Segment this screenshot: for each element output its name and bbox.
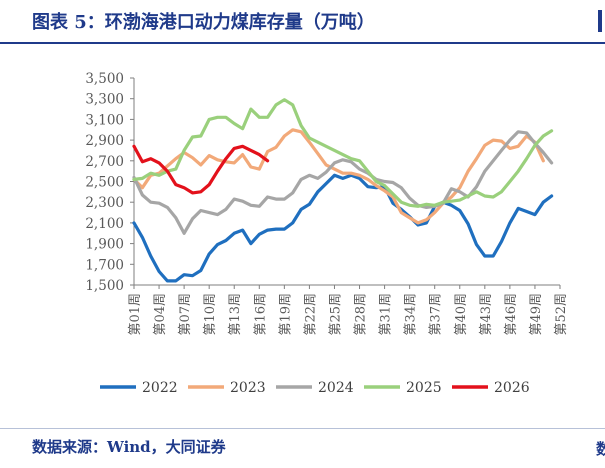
x-tick-label: 第49周 xyxy=(529,293,544,336)
x-tick-label: 第04周 xyxy=(153,293,168,336)
y-tick-label: 2,300 xyxy=(85,195,124,211)
x-tick-label: 第34周 xyxy=(404,293,419,336)
y-tick-label: 2,700 xyxy=(85,154,124,170)
series-line-2022 xyxy=(132,173,554,283)
x-tick-label: 第07周 xyxy=(178,293,193,336)
series-line-2023 xyxy=(132,128,545,225)
x-tick-label: 第37周 xyxy=(429,293,444,336)
y-tick-label: 2,500 xyxy=(85,175,124,191)
footer-divider xyxy=(0,428,605,429)
y-tick-label: 3,500 xyxy=(85,71,124,87)
series-line-2026 xyxy=(132,144,270,195)
legend-label-2024: 2024 xyxy=(318,380,354,396)
legend-label-2022: 2022 xyxy=(142,380,178,396)
y-tick-label: 3,300 xyxy=(85,92,124,108)
chart-title: 图表 5：环渤海港口动力煤库存量（万吨） xyxy=(32,12,375,33)
title-bar: 图表 5：环渤海港口动力煤库存量（万吨） xyxy=(0,0,605,44)
x-tick-label: 第31周 xyxy=(379,293,394,336)
legend-label-2025: 2025 xyxy=(406,380,442,396)
legend-label-2026: 2026 xyxy=(494,380,530,396)
x-tick-label: 第25周 xyxy=(328,293,343,336)
source-note: 数据来源：Wind，大同证券 xyxy=(32,438,226,456)
x-tick-label: 第43周 xyxy=(479,293,494,336)
x-tick-label: 第46周 xyxy=(504,293,519,336)
y-tick-label: 1,700 xyxy=(85,257,124,273)
x-tick-label: 第22周 xyxy=(303,293,318,336)
series-line-2024 xyxy=(132,130,554,235)
legend-label-2023: 2023 xyxy=(230,380,266,396)
line-chart: 1,500 1,700 1,900 2,100 2,300 2,500 2,700 2,900… xyxy=(85,71,569,396)
y-tick-label: 2,100 xyxy=(85,216,124,232)
y-tick-label: 2,900 xyxy=(85,133,124,149)
y-tick-label: 1,500 xyxy=(85,278,124,294)
x-tick-label: 第52周 xyxy=(554,293,569,336)
x-tick-label: 第16周 xyxy=(253,293,268,336)
series-line-2025 xyxy=(132,98,554,208)
x-tick-label: 第28周 xyxy=(354,293,369,336)
x-tick-label: 第40周 xyxy=(454,293,469,336)
x-tick-label: 第10周 xyxy=(203,293,218,336)
y-tick-label: 3,100 xyxy=(85,112,124,128)
x-tick-label: 第19周 xyxy=(278,293,293,336)
x-tick-label: 第01周 xyxy=(128,293,143,336)
footer-edge-text: 数 xyxy=(596,440,605,458)
title-edge-mark xyxy=(598,10,602,32)
y-tick-label: 1,900 xyxy=(85,237,124,253)
x-tick-label: 第13周 xyxy=(228,293,243,336)
